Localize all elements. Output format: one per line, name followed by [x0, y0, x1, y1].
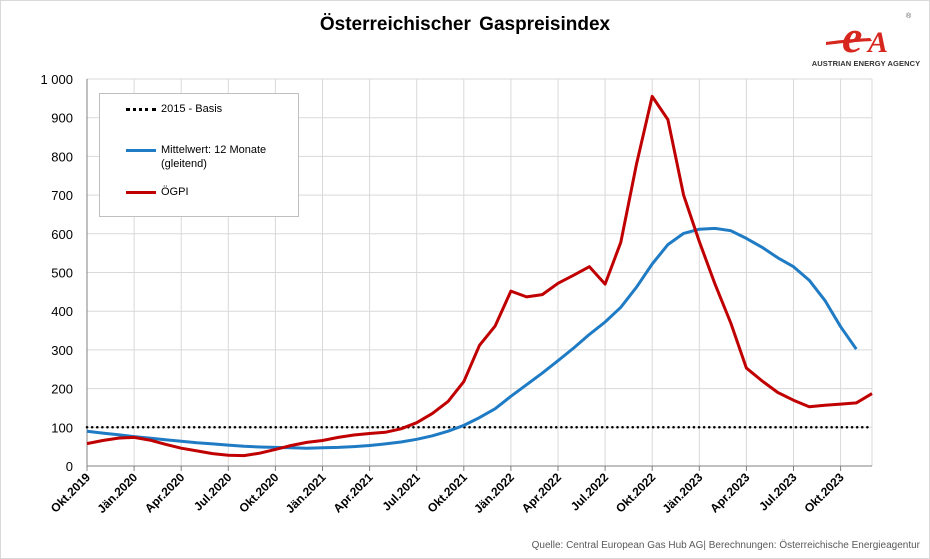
legend-swatch-oegpi	[126, 191, 156, 194]
chart-title: Österreichischer Gaspreisindex	[319, 14, 611, 35]
x-tick-label: Apr.2020	[142, 470, 188, 516]
x-tick-label: Okt.2023	[801, 470, 847, 516]
x-tick-label: Okt.2019	[48, 470, 94, 516]
x-tick-label: Jän.2021	[283, 470, 329, 516]
x-tick-label: Jul.2023	[756, 470, 800, 514]
x-tick-label: Apr.2023	[707, 470, 753, 516]
y-tick-label: 900	[51, 111, 73, 126]
austrian-energy-agency-logo: e A ®	[812, 8, 922, 72]
series-line-oegpi	[86, 94, 873, 458]
series-line-average	[86, 226, 858, 450]
x-tick-label: Apr.2022	[519, 470, 565, 516]
logo-mark-icon: e A ®	[826, 11, 912, 62]
grid-lines	[86, 78, 873, 466]
y-tick-label: 200	[51, 382, 73, 397]
x-tick-label: Jul.2020	[191, 470, 235, 514]
x-tick-label: Jän.2022	[471, 470, 517, 516]
logo-caption: AUSTRIAN ENERGY AGENCY	[811, 59, 921, 68]
y-tick-labels: 0 100 200 300 400 500 600 700 800 900 1 000	[40, 72, 73, 474]
x-tick-label: Okt.2020	[236, 470, 282, 516]
axes	[86, 79, 872, 471]
y-tick-label: 400	[51, 304, 73, 319]
legend-swatch-average	[126, 149, 156, 152]
legend-label-average: Mittelwert: 12 Monate (gleitend)	[161, 144, 267, 170]
chart-legend: 2015 - Basis Mittelwert: 12 Monate (gleit…	[99, 93, 299, 217]
y-tick-label: 800	[51, 149, 73, 164]
x-tick-label: Jul.2022	[568, 470, 612, 514]
y-tick-label: 1 000	[40, 72, 73, 87]
x-tick-label: Okt.2022	[613, 470, 659, 516]
y-tick-label: 300	[51, 343, 73, 358]
y-tick-label: 100	[51, 420, 73, 435]
x-tick-label: Apr.2021	[330, 470, 376, 516]
legend-label-oegpi: ÖGPI	[161, 186, 189, 198]
x-tick-label: Jän.2023	[660, 470, 706, 516]
y-tick-label: 600	[51, 227, 73, 242]
x-tick-label: Jul.2021	[379, 470, 423, 514]
y-tick-label: 0	[66, 459, 73, 474]
series-lines	[85, 94, 874, 458]
logo-registered-mark: ®	[906, 12, 912, 20]
legend-label-basis: 2015 - Basis	[161, 103, 223, 115]
y-tick-label: 700	[51, 188, 73, 203]
x-tick-label: Jän.2020	[94, 470, 140, 516]
legend-swatch-basis	[126, 108, 156, 111]
x-tick-labels: Okt.2019 Jän.2020 Apr.2020 Jul.2020 Okt.2020…	[48, 470, 847, 516]
logo-letter-a: A	[866, 26, 888, 59]
y-tick-label: 500	[51, 266, 73, 281]
logo-letter-e: e	[842, 11, 862, 62]
source-note: Quelle: Central European Gas Hub AG| Ber…	[531, 540, 920, 551]
x-tick-label: Okt.2021	[425, 470, 471, 516]
